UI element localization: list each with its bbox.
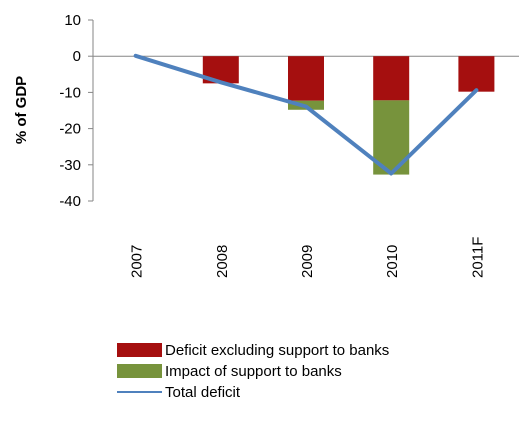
- legend-label-deficit-excl-support: Deficit excluding support to banks: [165, 342, 389, 359]
- line-total-deficit: [133, 53, 479, 176]
- bar-deficit-excl-support-2011f: [458, 56, 495, 92]
- y-tick-label: -20: [59, 121, 81, 138]
- y-tick-label: -40: [59, 193, 81, 210]
- legend-label-bank-support: Impact of support to banks: [165, 363, 342, 380]
- plot-area: 10 0 -10 -20 -30 -40 2007 2008 2009 2010 2011F: [59, 12, 519, 278]
- bar-deficit-excl-support-2010: [373, 56, 410, 101]
- y-tick-label: 0: [73, 48, 81, 65]
- y-tick-label: -10: [59, 84, 81, 101]
- x-tick-label: 2007: [129, 245, 146, 278]
- y-tick-label: 10: [64, 12, 81, 29]
- bar-deficit-excl-support-2009: [288, 56, 324, 101]
- x-tick-label: 2009: [299, 245, 316, 278]
- legend-label-total-deficit: Total deficit: [165, 384, 241, 401]
- y-tick-label: -30: [59, 157, 81, 174]
- y-axis-title: % of GDP: [13, 76, 30, 144]
- legend-swatch-deficit-excl-support: [117, 343, 162, 357]
- x-tick-label: 2011F: [469, 237, 486, 278]
- legend-swatch-bank-support: [117, 364, 162, 378]
- x-tick-label: 2008: [214, 245, 231, 278]
- legend: Deficit excluding support to banks Impact…: [117, 342, 389, 401]
- x-tick-label: 2010: [384, 245, 401, 278]
